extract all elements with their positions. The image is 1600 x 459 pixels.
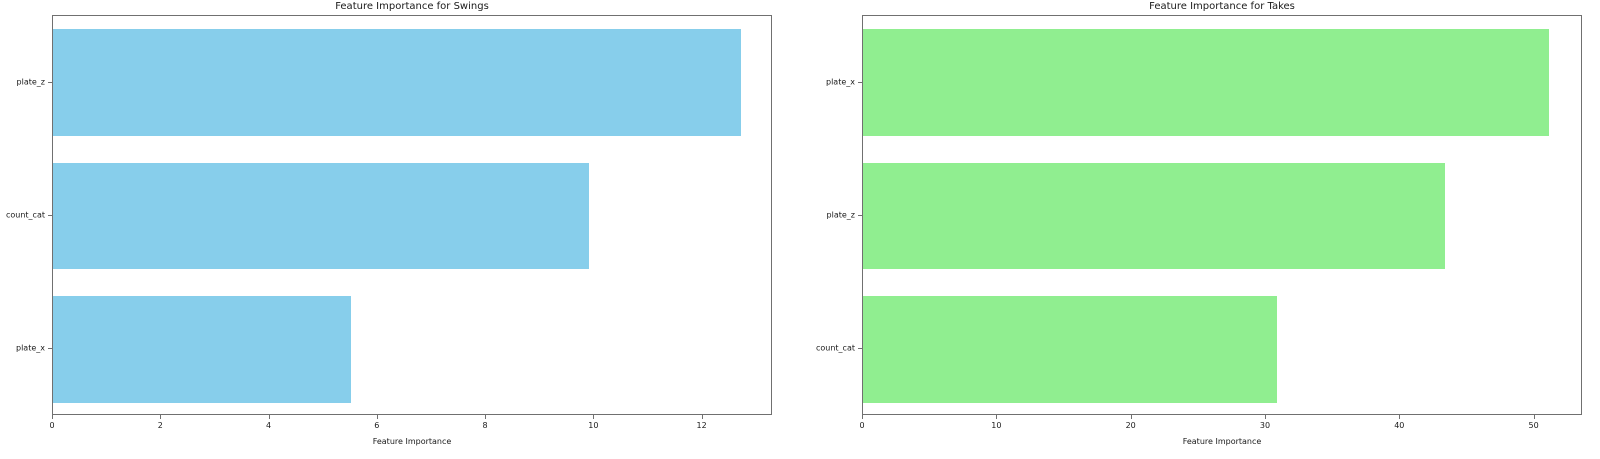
x-tick-label-50: 50 [1528, 421, 1539, 430]
x-tick-label-0: 0 [859, 421, 865, 430]
y-tick-label-plate_x: plate_x [16, 343, 45, 353]
x-tick-label-0: 0 [49, 421, 55, 430]
x-tick-label-4: 4 [265, 421, 272, 430]
y-tick-label-count_cat: count_cat [5, 210, 45, 220]
x-tick-mark [1399, 415, 1401, 419]
x-tick-label-12: 12 [696, 421, 707, 430]
x-tick-mark [593, 415, 595, 419]
y-tick-mark [48, 81, 52, 83]
y-tick-mark [858, 81, 862, 83]
swings-feature-importance-chart: Feature Importance for Swings Feature Im… [0, 0, 795, 459]
chart-title-takes: Feature Importance for Takes [1149, 1, 1295, 12]
x-axis-label-swings: Feature Importance [372, 437, 452, 446]
x-tick-label-20: 20 [1125, 421, 1136, 430]
x-tick-mark [996, 415, 998, 419]
x-axis-label-takes: Feature Importance [1182, 437, 1262, 446]
takes-feature-importance-chart: Feature Importance for Takes Feature Imp… [810, 0, 1600, 459]
y-tick-label-plate_x: plate_x [826, 77, 855, 87]
x-tick-mark [160, 415, 162, 419]
y-tick-mark [48, 348, 52, 350]
x-tick-label-10: 10 [991, 421, 1002, 430]
y-tick-label-plate_z: plate_z [16, 77, 45, 87]
x-tick-mark [701, 415, 703, 419]
x-tick-label-40: 40 [1394, 421, 1405, 430]
x-tick-mark [376, 415, 378, 419]
bar-plate_x [863, 29, 1550, 136]
x-tick-mark [1264, 415, 1266, 419]
plot-area-swings [52, 15, 772, 415]
x-tick-label-2: 2 [157, 421, 163, 430]
y-tick-label-count_cat: count_cat [815, 343, 855, 353]
chart-title-swings: Feature Importance for Swings [335, 1, 489, 12]
x-tick-label-30: 30 [1259, 421, 1271, 430]
y-tick-mark [858, 215, 862, 216]
y-tick-mark [48, 215, 52, 216]
bar-plate_z [863, 162, 1445, 270]
x-tick-mark [862, 415, 863, 419]
x-tick-mark [1130, 415, 1132, 419]
bar-count_cat [863, 296, 1277, 403]
x-tick-mark [268, 415, 270, 419]
x-tick-label-6: 6 [374, 421, 380, 430]
plot-area-takes [862, 15, 1582, 415]
x-tick-label-10: 10 [588, 421, 599, 430]
x-tick-mark [485, 415, 487, 419]
x-tick-mark [52, 415, 53, 419]
y-tick-label-plate_z: plate_z [826, 210, 855, 220]
y-tick-mark [858, 348, 862, 350]
x-tick-mark [1533, 415, 1535, 419]
bar-plate_x [53, 296, 351, 403]
bar-plate_z [53, 29, 741, 136]
x-tick-label-8: 8 [482, 421, 488, 430]
bar-count_cat [53, 162, 589, 270]
